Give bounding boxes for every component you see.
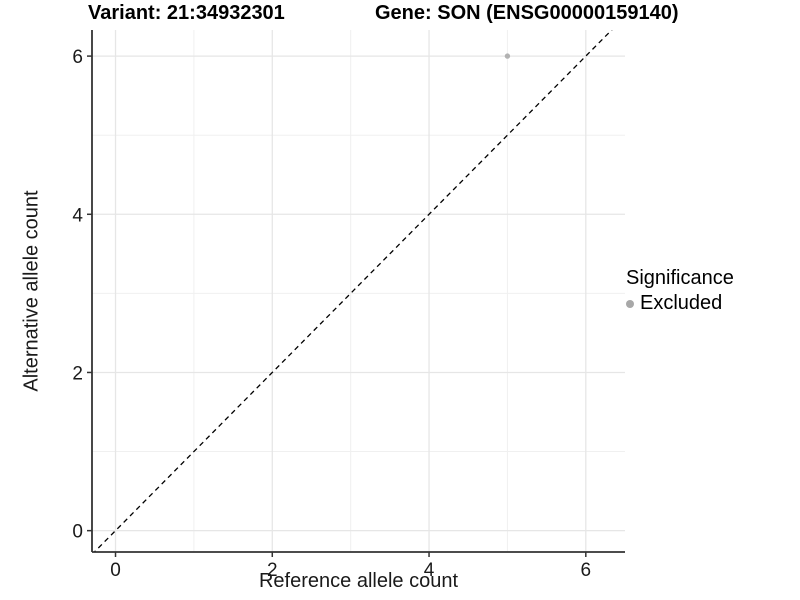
x-axis-title: Reference allele count (258, 570, 458, 592)
svg-text:0: 0 (110, 560, 121, 581)
excluded-point-icon (626, 299, 634, 308)
svg-text:6: 6 (581, 560, 592, 581)
legend-item-excluded: Excluded (626, 292, 734, 315)
legend: Significance Excluded (626, 267, 734, 315)
svg-text:2: 2 (72, 363, 83, 384)
y-axis-title: Alternative allele count (20, 190, 43, 392)
svg-text:2: 2 (267, 560, 278, 581)
legend-title: Significance (626, 267, 734, 289)
svg-text:0: 0 (72, 522, 83, 543)
svg-text:6: 6 (72, 47, 83, 68)
variant-title: Variant: 21:34932301 (88, 2, 285, 24)
svg-text:4: 4 (424, 560, 435, 581)
svg-text:4: 4 (72, 205, 83, 226)
legend-item-label: Excluded (640, 292, 723, 314)
gene-title: Gene: SON (ENSG00000159140) (375, 2, 679, 24)
